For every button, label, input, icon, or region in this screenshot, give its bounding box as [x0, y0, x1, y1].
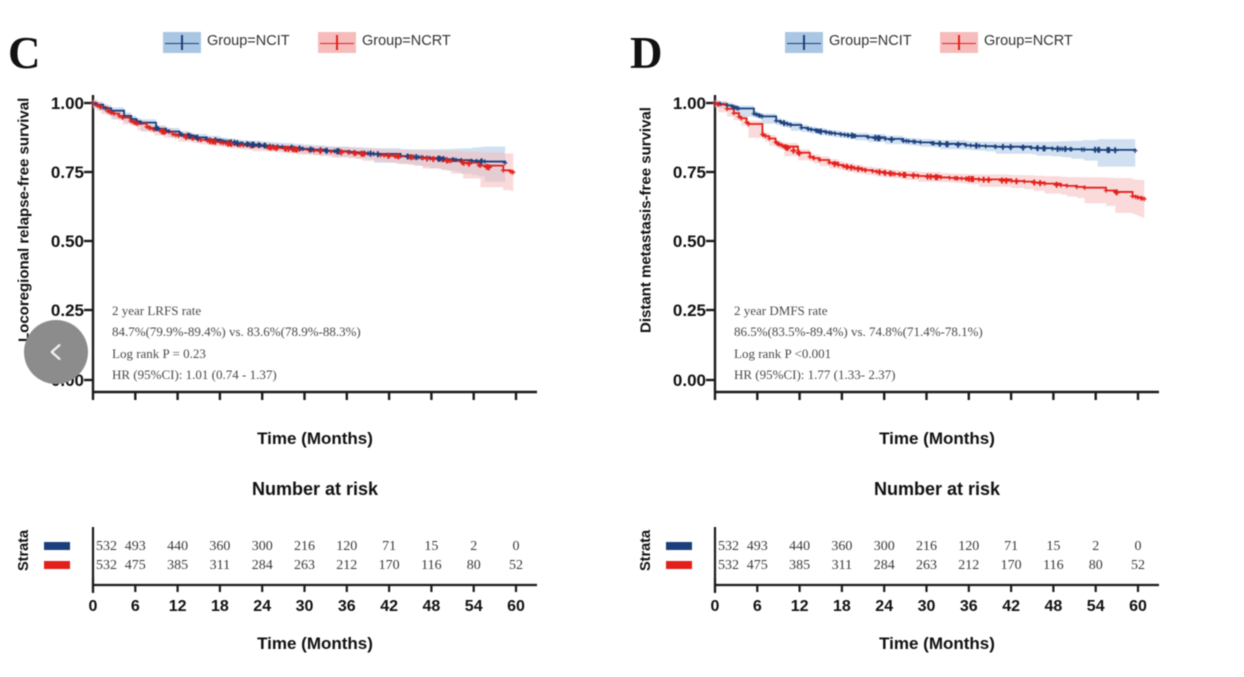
svg-text:60: 60 — [1129, 598, 1147, 615]
svg-text:0.75: 0.75 — [673, 163, 706, 182]
svg-text:42: 42 — [380, 598, 398, 615]
svg-text:6: 6 — [131, 598, 140, 615]
svg-text:30: 30 — [296, 598, 314, 615]
svg-text:0.00: 0.00 — [673, 371, 706, 390]
svg-text:0.25: 0.25 — [51, 301, 84, 320]
svg-text:24: 24 — [253, 598, 271, 615]
svg-text:1.00: 1.00 — [51, 94, 84, 113]
svg-text:18: 18 — [833, 598, 851, 615]
svg-text:48: 48 — [1045, 598, 1063, 615]
svg-text:0.25: 0.25 — [673, 301, 706, 320]
svg-text:12: 12 — [791, 598, 809, 615]
svg-text:12: 12 — [169, 598, 187, 615]
svg-text:48: 48 — [423, 598, 441, 615]
svg-text:24: 24 — [875, 598, 893, 615]
svg-text:1.00: 1.00 — [673, 94, 706, 113]
svg-text:0: 0 — [89, 598, 98, 615]
svg-text:36: 36 — [338, 598, 356, 615]
svg-text:36: 36 — [960, 598, 978, 615]
svg-text:54: 54 — [1087, 598, 1105, 615]
svg-text:0.50: 0.50 — [51, 232, 84, 251]
svg-text:30: 30 — [918, 598, 936, 615]
svg-text:18: 18 — [211, 598, 229, 615]
svg-text:42: 42 — [1002, 598, 1020, 615]
svg-text:60: 60 — [507, 598, 525, 615]
svg-text:0: 0 — [711, 598, 720, 615]
svg-text:54: 54 — [465, 598, 483, 615]
svg-text:0.50: 0.50 — [673, 232, 706, 251]
svg-text:0.75: 0.75 — [51, 163, 84, 182]
svg-text:6: 6 — [753, 598, 762, 615]
